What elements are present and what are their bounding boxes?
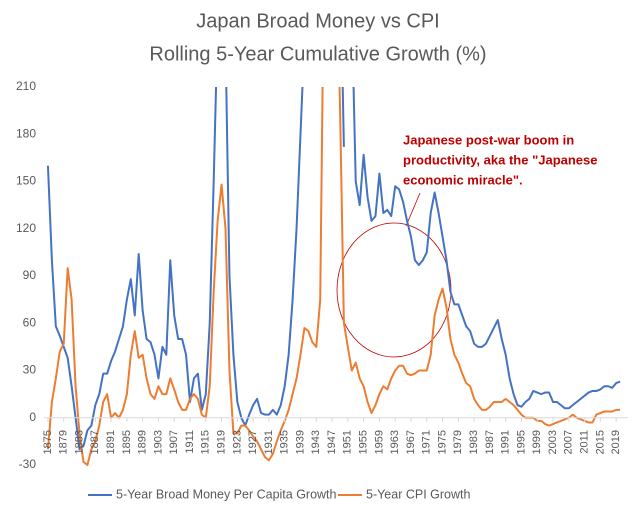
x-tick-label: 1963 <box>389 430 401 454</box>
x-tick-label: 1943 <box>310 430 322 454</box>
legend-label: 5-Year Broad Money Per Capita Growth <box>116 487 337 501</box>
y-tick-label: 60 <box>23 315 37 329</box>
x-tick-label: 1983 <box>468 430 480 454</box>
x-tick-label: 1959 <box>373 430 385 454</box>
x-tick-label: 2007 <box>563 430 575 454</box>
y-tick-label: -30 <box>19 457 37 471</box>
y-tick-label: 210 <box>16 79 36 93</box>
y-tick-label: 150 <box>16 174 36 188</box>
x-tick-label: 2015 <box>594 430 606 454</box>
x-tick-label: 2003 <box>547 430 559 454</box>
x-tick-label: 1987 <box>484 430 496 454</box>
plot-area <box>46 87 621 466</box>
x-tick-label: 1995 <box>515 430 527 454</box>
x-tick-label: 1879 <box>58 430 70 454</box>
x-tick-label: 1979 <box>452 430 464 454</box>
x-tick-label: 1967 <box>405 430 417 454</box>
x-tick-label: 1895 <box>121 430 133 454</box>
x-tick-label: 1971 <box>421 430 433 454</box>
y-tick-label: 30 <box>23 363 37 377</box>
x-tick-label: 1919 <box>215 430 227 454</box>
chart-title: Japan Broad Money vs CPI <box>196 10 439 32</box>
x-tick-label: 1887 <box>89 430 101 454</box>
x-tick-label: 1939 <box>294 430 306 454</box>
y-tick-label: 120 <box>16 221 36 235</box>
annotation-pointer <box>405 192 421 227</box>
y-tick-label: 90 <box>23 268 37 282</box>
x-tick-label: 1903 <box>152 430 164 454</box>
highlight-circle <box>336 222 452 358</box>
x-tick-label: 1947 <box>326 430 338 454</box>
x-tick-label: 1911 <box>184 430 196 454</box>
series-line <box>46 87 621 466</box>
y-tick-label: 180 <box>16 126 36 140</box>
x-tick-label: 1975 <box>436 430 448 454</box>
series-line <box>46 87 621 451</box>
x-tick-label: 1951 <box>342 430 354 454</box>
x-tick-label: 1883 <box>73 430 85 454</box>
x-tick-label: 2011 <box>579 430 591 454</box>
x-tick-label: 1899 <box>137 430 149 454</box>
x-tick-label: 1891 <box>105 430 117 454</box>
x-tick-label: 1931 <box>263 430 275 454</box>
x-tick-label: 1955 <box>358 430 370 454</box>
x-tick-label: 1915 <box>200 430 212 454</box>
x-tick-label: 1991 <box>500 430 512 454</box>
x-tick-label: 1875 <box>42 430 54 454</box>
x-tick-label: 2019 <box>610 430 622 454</box>
annotation: productivity, aka the "Japanese <box>403 152 598 167</box>
chart-subtitle: Rolling 5-Year Cumulative Growth (%) <box>149 43 486 65</box>
y-tick-label: 0 <box>29 410 36 424</box>
legend-label: 5-Year CPI Growth <box>366 487 470 501</box>
annotation: economic miracle". <box>403 172 523 187</box>
x-tick-label: 1923 <box>231 430 243 454</box>
x-tick-label: 1935 <box>279 430 291 454</box>
x-tick-label: 1927 <box>247 430 259 454</box>
annotation: Japanese post-war boom in <box>403 132 574 147</box>
x-tick-label: 1999 <box>531 430 543 454</box>
x-tick-label: 1907 <box>168 430 180 454</box>
